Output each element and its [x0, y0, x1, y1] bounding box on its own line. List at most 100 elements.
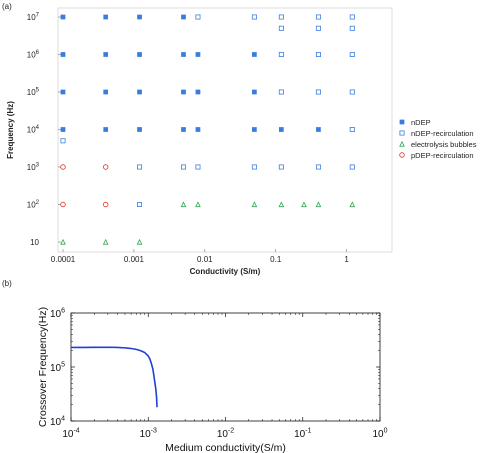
chart-a-point-open-square	[278, 164, 284, 170]
chart-b-x-tick-label: 100	[372, 428, 387, 441]
chart-a-legend-label: nDEP	[411, 118, 431, 127]
chart-a-y-tick-label: 104	[27, 125, 40, 135]
chart-a-legend-marker-open-triangle	[399, 140, 405, 147]
chart-a-point-open-square	[315, 164, 321, 170]
chart-a-point-open-square	[195, 164, 201, 170]
chart-a-point-open-triangle	[315, 201, 322, 208]
chart-a-points	[60, 14, 356, 245]
chart-b: 10-4 10-3 10-2 10-1 100 104 105 106 Medium cond…	[37, 307, 388, 453]
chart-a-point-open-square	[278, 25, 284, 31]
chart-a-legend-label: electrolysis bubbles	[411, 140, 477, 149]
chart-a-legend-marker-open-square	[399, 130, 405, 136]
chart-a-point-filled-square	[252, 52, 257, 57]
chart-a-point-open-triangle	[180, 201, 187, 208]
chart-a-point-open-triangle	[195, 201, 201, 208]
chart-a-point-filled-square	[103, 14, 109, 20]
chart-a-x-tick-label: 1	[344, 255, 349, 264]
chart-a-point-open-square	[349, 164, 355, 170]
chart-a-point-filled-square	[137, 52, 142, 57]
chart-a-y-tick-label: 106	[27, 50, 40, 60]
chart-a-point-open-square	[315, 52, 321, 58]
chart-a-point-open-square	[137, 164, 143, 170]
chart-a-point-open-square	[315, 25, 321, 31]
chart-a-point-open-square	[278, 52, 284, 58]
chart-a-point-open-circle	[60, 164, 66, 170]
chart-a-point-open-circle	[102, 201, 109, 208]
chart-a-legend-label: nDEP-recirculation	[411, 129, 474, 138]
chart-a-x-axis-label: Conductivity (S/m)	[190, 267, 261, 276]
chart-a-plot-frame	[57, 7, 393, 253]
chart-b-plot-frame	[70, 312, 381, 422]
chart-a-point-filled-square	[195, 127, 201, 132]
chart-a-point-filled-square	[103, 89, 109, 95]
chart-a-legend-label: pDEP-recirculation	[411, 151, 474, 160]
chart-a-point-open-triangle	[301, 201, 307, 208]
chart-a-point-open-triangle	[349, 201, 356, 208]
chart-a-x-tick-label: 0.01	[197, 255, 213, 264]
chart-b-x-axis-label: Medium conductivity(S/m)	[165, 442, 286, 453]
chart-a-ticks: 0.0001 0.001 0.01 0.1 1 10 102 103 104 105 106 107	[27, 12, 350, 264]
chart-b-x-tick-label: 10-4	[62, 428, 79, 441]
chart-a-point-filled-square	[195, 89, 201, 95]
chart-a-point-filled-square	[252, 89, 257, 95]
chart-a-point-filled-square	[60, 127, 66, 132]
chart-b-x-tick-label: 10-1	[294, 428, 311, 441]
chart-a-y-tick-label: 10	[30, 238, 39, 247]
chart-a-point-open-square	[349, 89, 355, 95]
chart-b-x-tick-label: 10-2	[217, 428, 234, 441]
chart-a-point-open-triangle	[251, 201, 258, 208]
chart-a-point-open-square	[180, 164, 186, 170]
chart-a-point-open-triangle	[60, 238, 66, 245]
chart-a-point-filled-square	[181, 127, 186, 132]
chart-a-point-open-square	[278, 14, 284, 20]
chart-a-y-tick-label: 107	[27, 12, 40, 22]
chart-a-point-open-square	[349, 14, 355, 20]
chart-a-point-filled-square	[60, 89, 66, 95]
chart-a-y-tick-label: 105	[27, 87, 40, 97]
chart-a-point-open-circle	[102, 164, 109, 170]
panel-a-label: (a)	[2, 2, 12, 11]
chart-b-x-tick-label: 10-3	[140, 428, 157, 441]
chart-a-legend-marker-open-circle	[399, 152, 405, 158]
chart-a-x-tick-label: 0.1	[270, 255, 282, 264]
chart-a-point-filled-square	[137, 127, 142, 132]
chart-b-y-axis-label: Crossover Frequency(Hz)	[37, 307, 49, 427]
chart-a-point-open-square	[315, 14, 321, 20]
chart-a-legend: nDEP nDEP-recirculation electrolysis bubbl…	[399, 118, 477, 160]
chart-a-point-open-square	[349, 127, 355, 133]
chart-a-point-filled-square	[103, 127, 109, 132]
chart-a-point-open-square	[349, 25, 355, 31]
chart-a-point-filled-square	[252, 127, 257, 132]
chart-a-point-open-triangle	[278, 201, 285, 208]
chart-a-point-open-square	[251, 164, 257, 170]
chart-a-x-tick-label: 0.0001	[51, 255, 76, 264]
chart-a-point-open-circle	[60, 201, 66, 208]
panel-b-label: (b)	[2, 279, 12, 288]
chart-a-point-filled-square	[137, 14, 142, 20]
chart-a-y-tick-label: 103	[27, 162, 40, 172]
chart-a-point-open-square	[251, 14, 257, 20]
chart-a-legend-marker-filled-square	[399, 119, 405, 125]
chart-a-point-filled-square	[316, 127, 321, 132]
chart-a-point-filled-square	[181, 89, 186, 95]
chart-a-point-filled-square	[181, 14, 186, 20]
chart-a-point-filled-square	[181, 52, 186, 57]
chart-a-point-filled-square	[279, 127, 284, 132]
chart-b-y-tick-label: 105	[50, 362, 65, 375]
chart-b-series-line	[71, 346, 158, 408]
chart-a-point-filled-square	[103, 52, 109, 57]
chart-a-x-tick-label: 0.001	[124, 255, 145, 264]
chart-b-y-tick-label: 106	[50, 308, 65, 321]
chart-a-point-filled-square	[60, 52, 66, 57]
chart-a-point-open-triangle	[136, 238, 143, 245]
chart-a-point-open-square	[195, 14, 201, 20]
chart-a-point-open-square	[349, 52, 355, 58]
chart-a-point-filled-square	[195, 52, 201, 57]
chart-a-point-filled-square	[60, 14, 66, 20]
chart-a-point-open-square	[137, 201, 143, 207]
chart-a-y-axis-label: Frequency (Hz)	[6, 101, 15, 159]
chart-a-point-open-square	[278, 89, 284, 95]
chart-a-point-filled-square	[137, 89, 142, 95]
chart-b-y-tick-label: 104	[50, 416, 65, 429]
